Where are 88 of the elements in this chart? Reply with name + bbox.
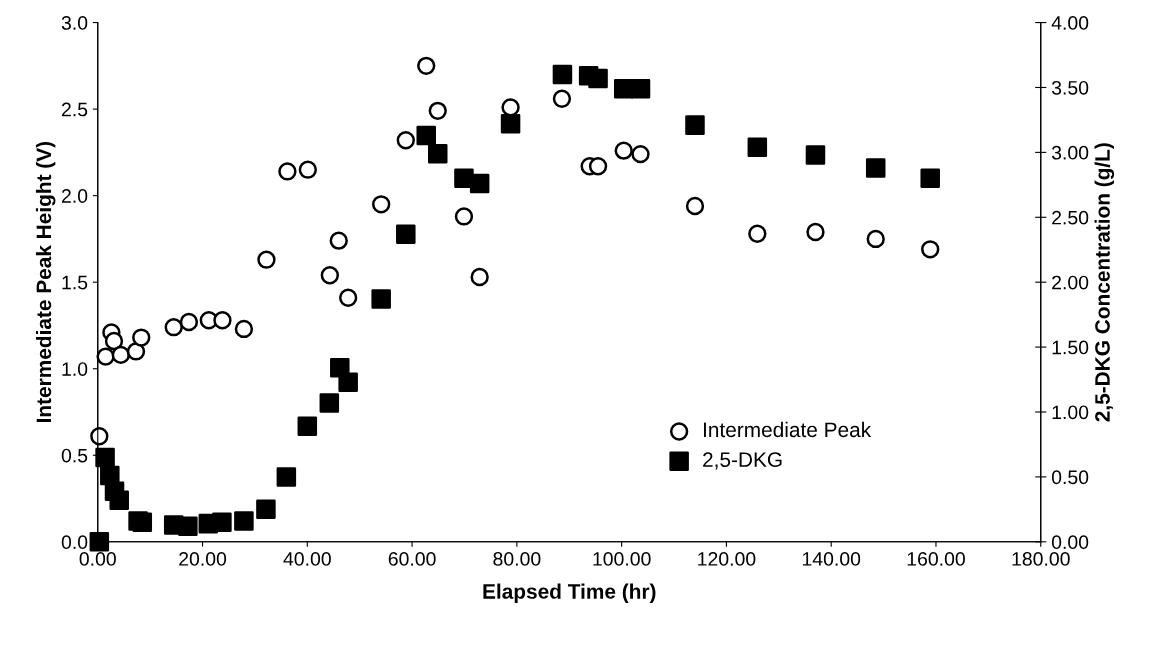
point <box>747 137 768 157</box>
point <box>416 125 436 146</box>
x-tick-label: 120.00 <box>698 552 756 566</box>
y2-tick-label: 4.00 <box>1051 16 1089 30</box>
x-tick-label: 40.00 <box>283 552 331 566</box>
point <box>454 207 474 226</box>
point <box>866 229 885 249</box>
point <box>111 345 130 365</box>
point <box>685 115 705 135</box>
point <box>921 240 940 259</box>
y-tick-label: 2.0 <box>61 189 88 203</box>
point <box>132 512 153 533</box>
point <box>320 266 339 285</box>
y-tick-label: 0.0 <box>61 535 88 550</box>
point <box>631 144 650 164</box>
point <box>278 162 297 181</box>
point <box>806 222 825 242</box>
point <box>428 143 448 164</box>
x-tick-label: 160.00 <box>907 552 965 566</box>
legend-label: 2,5-DKG <box>703 452 782 470</box>
point <box>297 416 318 437</box>
point <box>469 173 490 194</box>
y2-axis-title: 2,5-DKG Concentration (g/L) <box>1094 143 1115 422</box>
point <box>372 195 391 214</box>
y2-tick-label: 2.50 <box>1052 210 1089 225</box>
point <box>178 516 198 536</box>
legend-label: Intermediate Peak <box>703 421 872 438</box>
point <box>319 393 340 413</box>
point <box>338 372 358 392</box>
x-tick-label: 180.00 <box>1012 552 1070 566</box>
point <box>614 141 633 160</box>
point <box>805 145 826 165</box>
point <box>298 160 317 179</box>
point <box>90 427 109 446</box>
point <box>630 79 651 99</box>
x-tick-label: 100.00 <box>593 552 651 566</box>
point <box>920 168 940 189</box>
point <box>428 101 447 121</box>
point <box>164 318 183 337</box>
point <box>552 64 573 85</box>
point <box>179 312 199 332</box>
point <box>89 532 110 552</box>
y-tick-label: 1.0 <box>62 362 88 376</box>
point <box>234 319 254 339</box>
y2-tick-label: 0.50 <box>1051 470 1089 485</box>
y2-tick-label: 3.00 <box>1051 145 1089 160</box>
y-tick-label: 2.5 <box>61 102 88 117</box>
point <box>212 512 232 533</box>
y-tick-label: 0.5 <box>61 448 88 463</box>
x-axis-title: Elapsed Time (hr) <box>483 583 656 603</box>
point <box>748 224 767 243</box>
x-tick-label: 60.00 <box>388 552 436 566</box>
point <box>396 224 416 244</box>
y2-tick-label: 2.00 <box>1052 275 1089 290</box>
point <box>257 250 276 269</box>
point <box>552 89 572 108</box>
point <box>371 289 391 309</box>
y2-tick-label: 1.50 <box>1052 340 1089 355</box>
y2-tick-label: 0.00 <box>1051 535 1089 550</box>
y2-tick-label: 3.50 <box>1051 80 1089 95</box>
point <box>95 447 115 468</box>
x-tick-label: 80.00 <box>493 552 541 566</box>
point <box>339 288 358 307</box>
point <box>588 68 608 89</box>
point <box>234 511 254 531</box>
x-tick-label: 140.00 <box>802 552 861 566</box>
y-tick-label: 1.5 <box>62 275 88 290</box>
point <box>276 467 297 487</box>
point <box>500 114 521 134</box>
point <box>329 231 348 250</box>
y2-tick-label: 1.00 <box>1052 405 1089 420</box>
point <box>613 79 634 99</box>
point <box>256 499 276 520</box>
point <box>417 56 436 76</box>
point <box>104 331 124 351</box>
y-tick-label: 3.0 <box>61 16 88 30</box>
point <box>109 490 129 511</box>
point <box>396 131 415 150</box>
point <box>588 157 608 176</box>
point <box>470 267 489 287</box>
point <box>865 158 886 178</box>
point <box>126 342 146 361</box>
point <box>685 196 705 216</box>
x-tick-label: 0.00 <box>79 552 116 566</box>
x-tick-label: 20.00 <box>179 552 227 566</box>
point <box>213 311 232 330</box>
point <box>132 328 151 347</box>
y-axis-title: Intermediate Peak Height (V) <box>35 141 56 423</box>
